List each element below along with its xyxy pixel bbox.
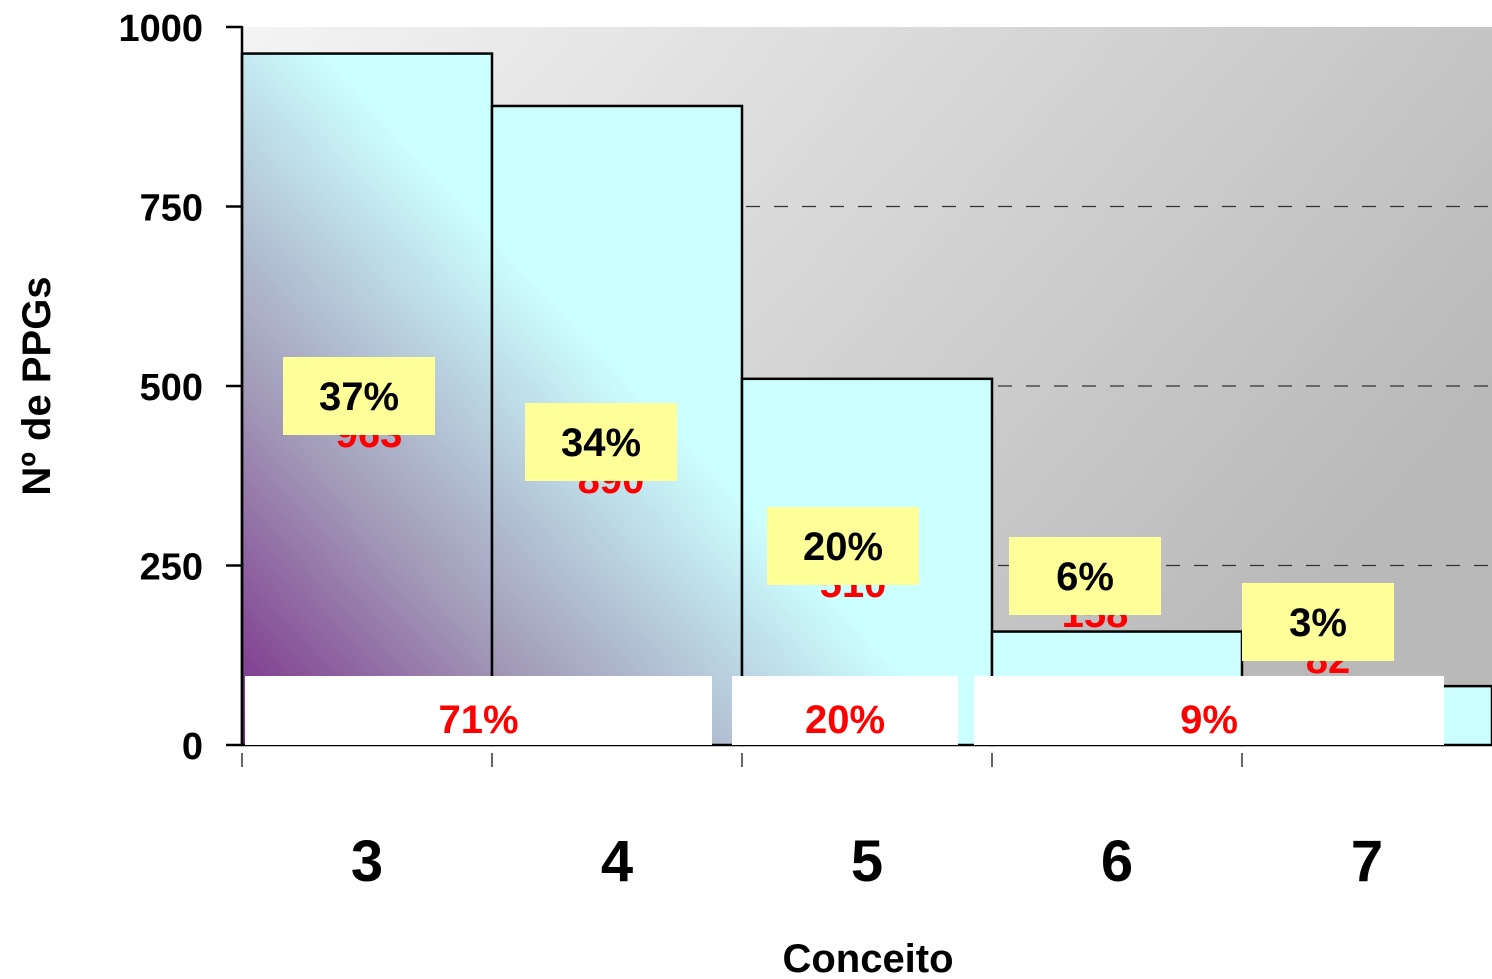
percent-label-4: 34% <box>561 421 641 465</box>
group-label-boxes: 71% 20% 9% <box>245 676 1444 745</box>
axes <box>226 25 1243 767</box>
y-tick-label-0: 0 <box>182 726 203 768</box>
percent-label-3: 37% <box>319 375 399 419</box>
group-box-2 <box>732 676 958 745</box>
y-axis-title: Nº de PPGs <box>15 276 59 495</box>
y-tick-label-500: 500 <box>140 367 203 409</box>
group-label-2: 20% <box>805 698 885 742</box>
x-category-label-4: 4 <box>601 829 633 894</box>
percent-label-6: 6% <box>1056 555 1114 599</box>
percent-box-3 <box>283 357 435 435</box>
group-label-3: 9% <box>1180 698 1238 742</box>
group-label-1: 71% <box>438 698 518 742</box>
y-tick-labels: 0 250 500 750 1000 <box>118 8 203 768</box>
group-box-3 <box>974 676 1444 745</box>
x-category-label-6: 6 <box>1101 829 1133 894</box>
x-category-labels: 3 4 5 6 7 <box>351 829 1383 894</box>
y-tick-label-1000: 1000 <box>118 8 203 50</box>
group-box-1 <box>245 676 712 745</box>
percent-box-5 <box>767 507 919 585</box>
x-category-label-7: 7 <box>1351 829 1383 894</box>
percent-box-6 <box>1009 537 1161 615</box>
percent-label-5: 20% <box>803 525 883 569</box>
x-axis-title: Conceito <box>782 937 953 979</box>
percent-label-boxes: 37% 34% 20% 6% 3% <box>283 357 1394 661</box>
y-tick-label-250: 250 <box>140 547 203 589</box>
y-tick-label-750: 750 <box>140 188 203 230</box>
percent-box-7 <box>1242 583 1394 661</box>
x-category-label-3: 3 <box>351 829 383 894</box>
x-category-label-5: 5 <box>851 829 883 894</box>
percent-box-4 <box>525 403 677 481</box>
percent-label-7: 3% <box>1289 601 1347 645</box>
